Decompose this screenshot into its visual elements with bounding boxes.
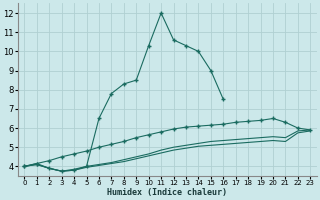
X-axis label: Humidex (Indice chaleur): Humidex (Indice chaleur)	[107, 188, 227, 197]
